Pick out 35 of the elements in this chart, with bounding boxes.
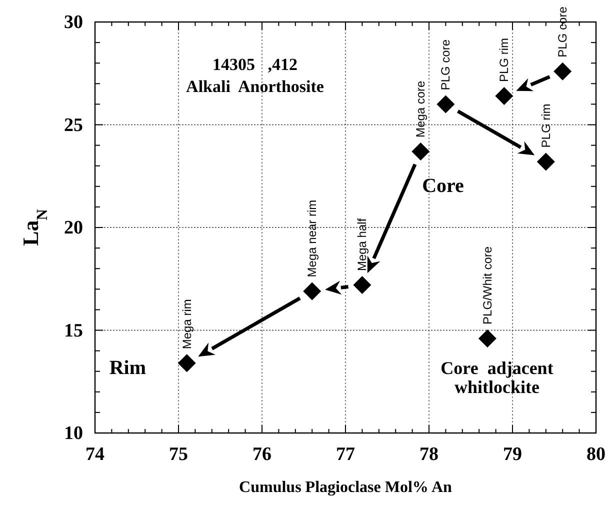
annotation: Core <box>422 175 464 197</box>
y-tick-label: 15 <box>64 320 83 342</box>
x-tick-label: 78 <box>420 444 438 465</box>
y-tick-label: 30 <box>64 12 83 33</box>
annotation: Core adjacent whitlockite <box>440 358 554 397</box>
point <box>353 276 372 294</box>
annotation: Alkali Anorthosite <box>186 77 324 96</box>
annotation: PLG rim <box>497 38 512 82</box>
x-tick-label: 74 <box>86 444 105 465</box>
y-tick-label: 10 <box>64 423 83 444</box>
point <box>412 142 430 160</box>
y-tick-label: 25 <box>64 114 83 136</box>
point <box>536 152 555 171</box>
annotation: PLG/Whit core <box>480 246 494 324</box>
x-tick-label: 79 <box>503 444 522 465</box>
x-tick-label: 76 <box>252 444 272 465</box>
point <box>436 95 455 114</box>
annotation: Mega rim <box>180 299 194 350</box>
point <box>178 354 196 372</box>
point <box>303 282 322 300</box>
point <box>554 62 572 80</box>
x-tick-label: 75 <box>169 444 188 465</box>
y-tick-label: 20 <box>64 218 83 238</box>
point <box>495 86 514 105</box>
x-axis-title: Cumulus Plagioclase Mol% An <box>239 479 452 496</box>
annotation: Mega core <box>414 80 428 138</box>
x-tick-label: 77 <box>336 444 356 465</box>
annotation: PLG core <box>438 39 453 90</box>
annotation: Mega near rim <box>305 200 320 278</box>
annotation: Mega half <box>355 218 370 272</box>
annotation: 14305 ,412 <box>212 55 298 74</box>
point <box>478 329 496 348</box>
annotation: Rim <box>109 357 146 379</box>
annotation: PLG rim <box>538 104 553 148</box>
x-tick-label: 80 <box>586 444 606 465</box>
